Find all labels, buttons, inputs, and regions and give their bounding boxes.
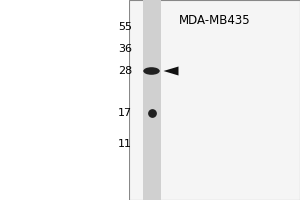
Text: 17: 17 (118, 108, 132, 118)
Ellipse shape (143, 67, 160, 75)
Text: 28: 28 (118, 66, 132, 76)
Bar (0, 0, 129, 200)
Bar (142, 0, 160, 200)
Text: 36: 36 (118, 44, 132, 54)
Text: MDA-MB435: MDA-MB435 (179, 14, 250, 27)
Text: 55: 55 (118, 22, 132, 32)
Point (149, 111, 154, 115)
Polygon shape (164, 66, 178, 75)
Bar (129, 0, 300, 200)
Text: 11: 11 (118, 139, 132, 149)
